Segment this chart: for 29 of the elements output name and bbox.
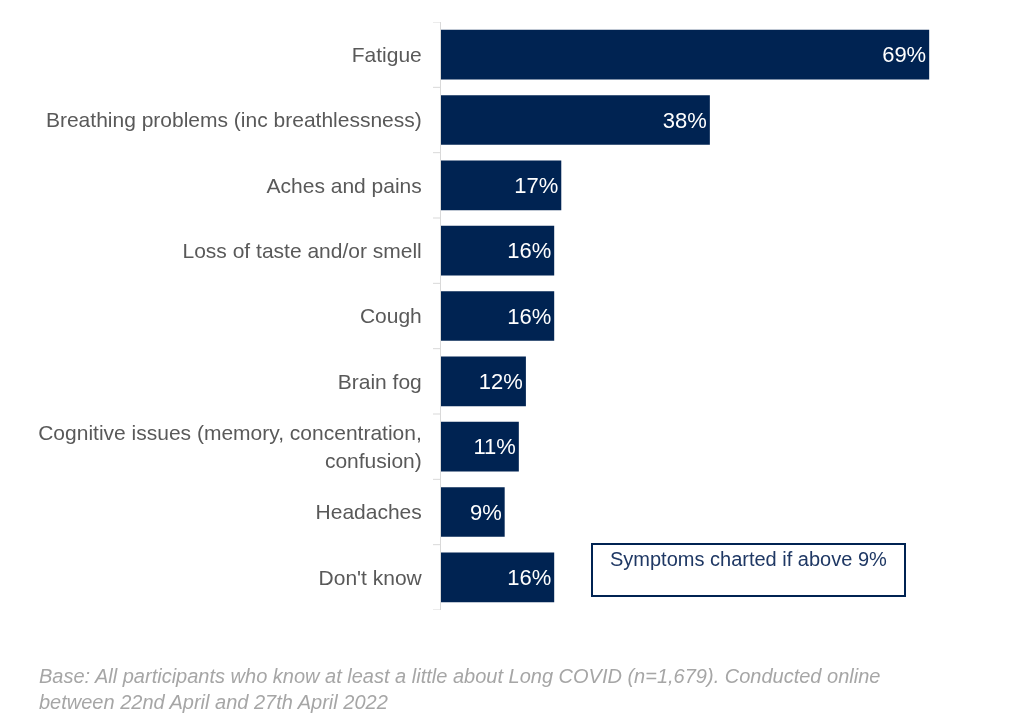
annotation: Symptoms charted if above 9% [609, 548, 888, 570]
bar [441, 487, 505, 537]
bar [441, 552, 555, 603]
bar [441, 421, 519, 472]
data-label: 38% [662, 107, 707, 133]
data-label: 12% [478, 368, 523, 394]
bar [441, 225, 555, 276]
y-tick-label: Headaches [315, 500, 422, 524]
bar [441, 291, 555, 341]
y-tick-label: Fatigue [351, 43, 422, 67]
y-tick-label: Brain fog [337, 369, 422, 393]
text: Base: All participants who know at least a little about Long COVID (n=1,679). Conducted online between 22nd April and 27th April 2022 [39, 665, 881, 713]
y-tick-label: Loss of taste and/or smell [182, 239, 422, 263]
data-label: 9% [469, 499, 502, 525]
data-label: 16% [507, 238, 552, 264]
bar [441, 160, 562, 211]
data-label: 17% [514, 172, 559, 198]
y-tick-label: Aches and pains [266, 173, 422, 197]
y-tick-label: Breathing problems (inc breathlessness) [45, 108, 422, 132]
bar [441, 29, 930, 80]
data-label: 11% [473, 434, 516, 460]
y-tick-label: Cough [359, 304, 422, 328]
bar [441, 95, 710, 145]
y-tick-label: Don't know [318, 565, 423, 589]
bar [441, 356, 526, 407]
data-label: 16% [507, 303, 552, 329]
data-label: 69% [882, 42, 927, 68]
y-tick-label: Cognitive issues (memory, concentration, confusion) [38, 421, 422, 472]
data-label: 16% [507, 564, 552, 590]
